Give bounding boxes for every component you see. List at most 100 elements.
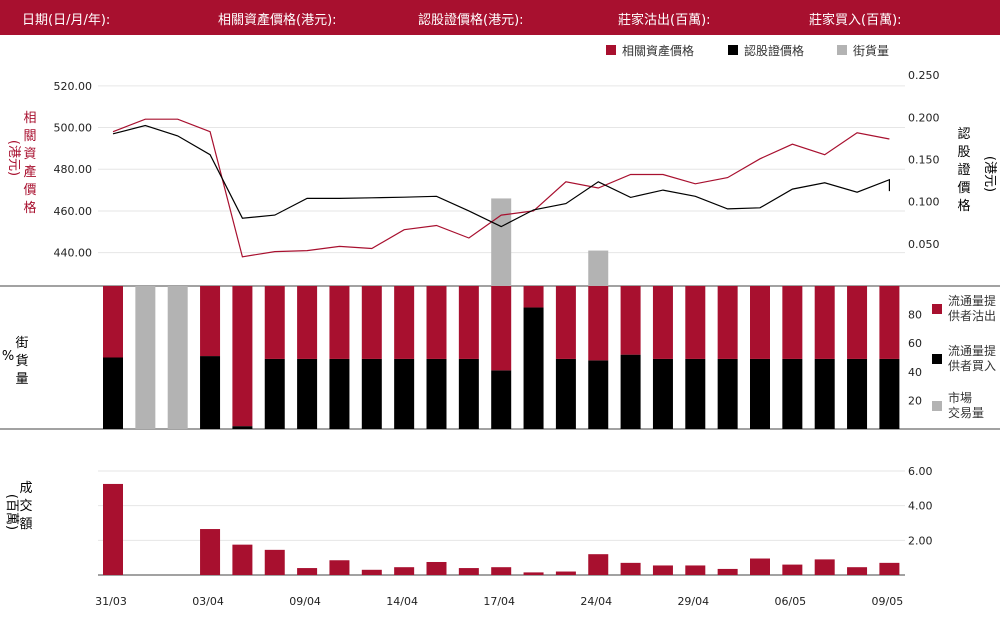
right-axis-title-char: 格 (957, 198, 970, 214)
lp-buy-bar (523, 307, 544, 429)
lp-sell-bar (394, 286, 415, 359)
lp-sell-bar (264, 286, 285, 359)
lp-sell-bar (103, 286, 123, 358)
lp-sell-bar (717, 286, 738, 359)
lp-buy-bar (879, 358, 900, 429)
side-legend-swatch (932, 401, 942, 411)
turnover-bar (264, 549, 285, 575)
turnover-bar (426, 561, 447, 575)
turnover-bar (879, 562, 900, 575)
asset-price-label: 相關資產價格(港元): (218, 13, 337, 28)
side-legend-swatch (932, 354, 942, 364)
lp-sell-bar (458, 286, 479, 359)
lp-buy-bar (782, 358, 803, 429)
turnover-bar (814, 559, 835, 575)
left-axis-title-char: 相 (23, 111, 36, 126)
turnover-bar (750, 558, 770, 575)
lp-sell-bar (200, 286, 221, 357)
lp-sell-bar (588, 286, 609, 361)
date-label: 日期(日/月/年): (22, 13, 111, 28)
lp-sell-bar (847, 286, 868, 359)
lp-sell-bar (879, 286, 900, 359)
lp-sell-bar (620, 286, 641, 355)
x-axis-date-label: 09/05 (872, 595, 904, 608)
lp-buy-bar (426, 358, 447, 429)
percent-axis-title-char: 量 (15, 372, 28, 387)
right-axis-tick: 0.050 (908, 238, 940, 251)
turnover-axis-title-char: 交 (19, 498, 32, 514)
turnover-bar (491, 567, 512, 575)
lp-sell-bar (491, 286, 512, 371)
left-axis-title-char: 格 (23, 200, 36, 216)
turnover-bar (232, 544, 253, 575)
x-axis-date-label: 06/05 (774, 595, 806, 608)
lp-buy-bar (750, 358, 770, 429)
legend-swatch (728, 45, 738, 55)
side-legend-swatch (932, 304, 942, 314)
left-axis-title-char: 資 (23, 147, 36, 162)
percent-axis-tick: 60 (908, 337, 922, 350)
side-legend-label: 交易量 (948, 405, 984, 420)
left-axis-title-char: 價 (23, 183, 36, 198)
left-axis-unit: (港元) (6, 140, 21, 176)
asset-price-line (112, 118, 890, 258)
lp-buy-bar (329, 358, 350, 429)
x-axis-date-label: 14/04 (386, 595, 418, 608)
lp-buy-bar (555, 358, 576, 429)
outstanding-bar (491, 198, 512, 286)
lp-buy-bar (297, 358, 318, 429)
lp-sell-bar (232, 286, 253, 427)
percent-axis-title-char: 街 (15, 336, 28, 351)
lp-buy-bar (717, 358, 738, 429)
right-axis-tick: 0.150 (908, 153, 940, 166)
warrant-price-label: 認股證價格(港元): (418, 13, 524, 28)
turnover-bar (523, 572, 544, 575)
mm-sell-label: 莊家沽出(百萬): (618, 13, 711, 28)
x-axis-date-label: 31/03 (95, 595, 127, 608)
turnover-bar (200, 529, 221, 575)
turnover-bar (847, 567, 868, 575)
right-axis-unit: (港元) (982, 156, 997, 192)
turnover-bar (717, 568, 738, 575)
turnover-axis-tick: 6.00 (908, 465, 933, 478)
lp-sell-bar (361, 286, 382, 359)
x-axis-date-label: 09/04 (289, 595, 321, 608)
x-axis-date-label: 03/04 (192, 595, 224, 608)
turnover-bar (297, 568, 318, 575)
percent-axis-tick: 80 (908, 309, 922, 322)
x-axis-date-label: 29/04 (677, 595, 709, 608)
turnover-axis-tick: 2.00 (908, 534, 933, 547)
turnover-bar (588, 554, 609, 575)
legend-swatch (837, 45, 847, 55)
turnover-bar (103, 483, 123, 575)
lp-buy-bar (458, 358, 479, 429)
left-axis-tick: 520.00 (54, 80, 93, 93)
turnover-bar (620, 562, 641, 575)
lp-sell-bar (814, 286, 835, 359)
lp-buy-bar (847, 358, 868, 429)
warrant-price-line (112, 124, 891, 228)
percent-axis-title-char: 貨 (15, 353, 28, 369)
lp-buy-bar (620, 354, 641, 429)
lp-sell-bar (523, 286, 544, 308)
lp-buy-bar (814, 358, 835, 429)
right-axis-title-char: 證 (957, 162, 970, 178)
right-axis-title-char: 股 (957, 145, 970, 160)
turnover-axis-title-char: 成 (19, 481, 32, 496)
left-axis-tick: 460.00 (54, 205, 93, 218)
legend-label: 認股證價格 (744, 43, 804, 58)
lp-buy-bar (232, 426, 253, 429)
right-axis-tick: 0.200 (908, 111, 940, 124)
market-volume-bar (135, 286, 156, 429)
legend-label: 相關資產價格 (622, 43, 694, 58)
turnover-bar (555, 571, 576, 575)
outstanding-bar (588, 250, 609, 286)
turnover-axis-tick: 4.00 (908, 500, 933, 513)
turnover-bar (394, 567, 415, 575)
turnover-bar (782, 564, 803, 575)
left-axis-title-char: 關 (23, 129, 36, 144)
right-axis-tick: 0.100 (908, 196, 940, 209)
lp-sell-bar (652, 286, 673, 359)
legend-label: 街貨量 (853, 43, 889, 58)
lp-buy-bar (685, 358, 706, 429)
